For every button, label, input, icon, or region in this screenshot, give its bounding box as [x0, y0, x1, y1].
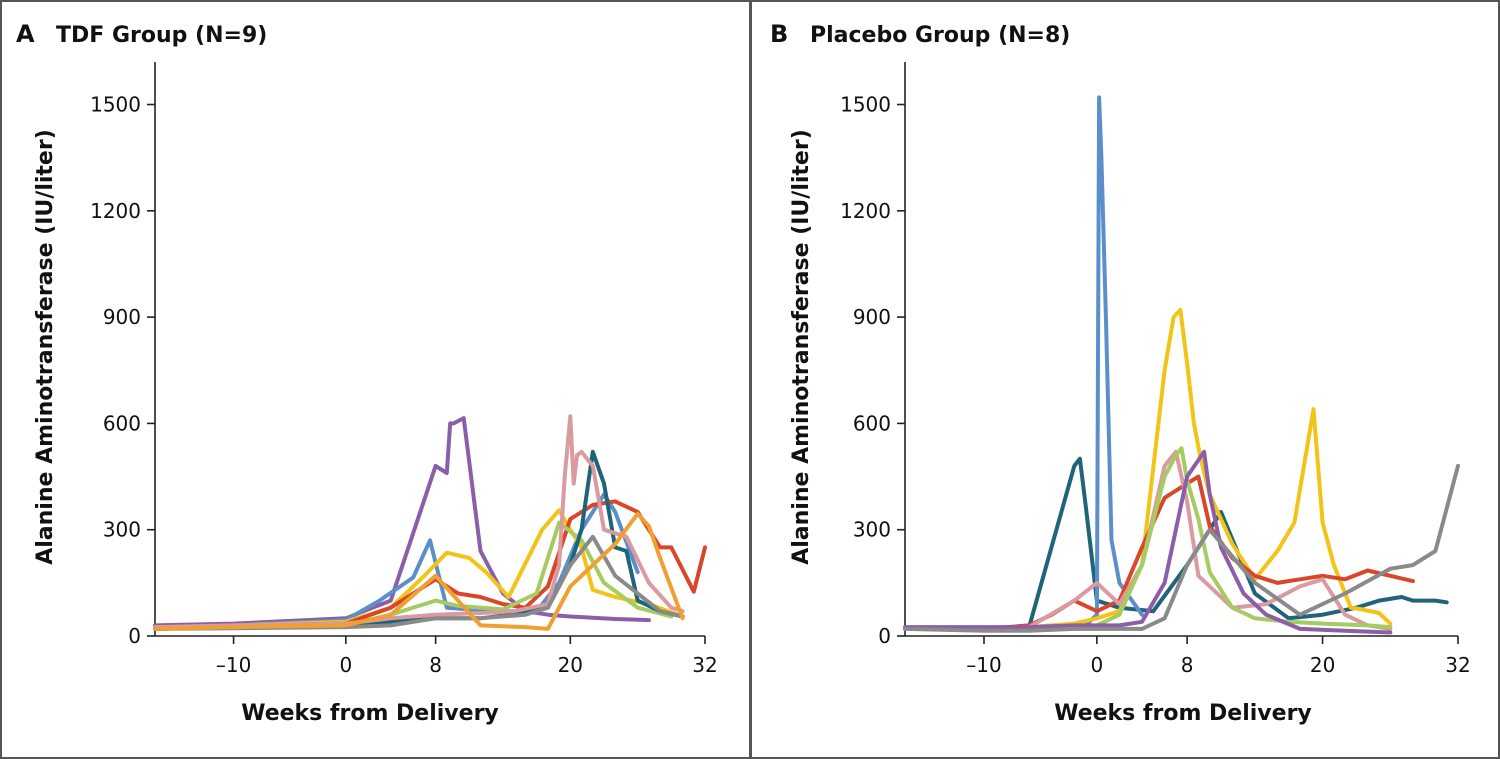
panel-b-y-tick-label: 0: [878, 624, 891, 648]
panel-b-series-line-2: [903, 95, 1144, 631]
panel-a-letter: A: [16, 20, 35, 48]
panel-b-series-line-8: [903, 463, 1460, 633]
panel-b-axes: 0 300 600 900 1200 1500 –10 0 8 20 32: [840, 62, 1471, 677]
panel-b-x-tick-label: –10: [966, 653, 1001, 677]
panel-b: B Placebo Group (N=8) Weeks from Deliver…: [750, 0, 1500, 759]
panel-a-x-axis-title: Weeks from Delivery: [241, 701, 499, 726]
panel-b-x-tick-label: 20: [1310, 653, 1335, 677]
panel-a-y-tick-label: 0: [128, 624, 141, 648]
panel-a-x-tick-label: 0: [339, 653, 352, 677]
panel-b-x-axis-title: Weeks from Delivery: [1054, 701, 1312, 726]
panel-a-y-tick-label: 1500: [90, 93, 141, 117]
panel-b-y-tick-label: 1500: [840, 93, 891, 117]
panel-b-series-line-5: [903, 449, 1393, 631]
panel-a-x-tick-label: 32: [692, 653, 717, 677]
panel-b-x-tick-label: 8: [1181, 653, 1194, 677]
panel-a-y-tick-label: 300: [103, 518, 141, 542]
panel-b-series-line-1: [903, 456, 1449, 631]
panel-a-axes: 0 300 600 900 1200 1500 –10 0 8 20 32: [90, 62, 718, 677]
panel-b-border: [750, 0, 1500, 759]
panel-a-y-tick-label: 600: [103, 411, 141, 435]
panel-b-title: Placebo Group (N=8): [810, 23, 1070, 48]
panel-a-y-tick-label: 1200: [90, 199, 141, 223]
panel-b-x-tick-label: 0: [1090, 653, 1103, 677]
panel-a-series-line-6: [153, 449, 685, 631]
panel-a-x-tick-label: –10: [216, 653, 251, 677]
panel-a: A TDF Group (N=9) Weeks from Delivery Al…: [0, 0, 751, 759]
panel-a-series-line-9: [153, 511, 685, 631]
panel-b-letter: B: [770, 20, 788, 48]
panel-b-y-tick-label: 900: [853, 305, 891, 329]
panel-b-plot-area: [903, 95, 1460, 635]
panel-b-y-tick-label: 300: [853, 518, 891, 542]
panel-a-series-line-7: [153, 414, 685, 630]
panel-b-y-axis-title: Alanine Aminotransferase (IU/liter): [789, 129, 814, 565]
panel-b-series-line-7: [903, 449, 1393, 635]
panel-a-y-axis-title: Alanine Aminotransferase (IU/liter): [33, 129, 58, 565]
panel-b-y-tick-label: 1200: [840, 199, 891, 223]
panel-a-series-line-1: [153, 416, 651, 628]
panel-a-series-line-4: [153, 499, 707, 630]
panel-b-y-tick-label: 600: [853, 411, 891, 435]
panel-a-title: TDF Group (N=9): [56, 23, 267, 48]
panel-a-y-tick-label: 900: [103, 305, 141, 329]
panel-a-x-tick-label: 8: [429, 653, 442, 677]
panel-a-plot-area: [153, 414, 707, 631]
panel-a-series-line-8: [153, 534, 685, 631]
panel-a-x-tick-label: 20: [558, 653, 583, 677]
panel-b-x-tick-label: 32: [1445, 653, 1470, 677]
